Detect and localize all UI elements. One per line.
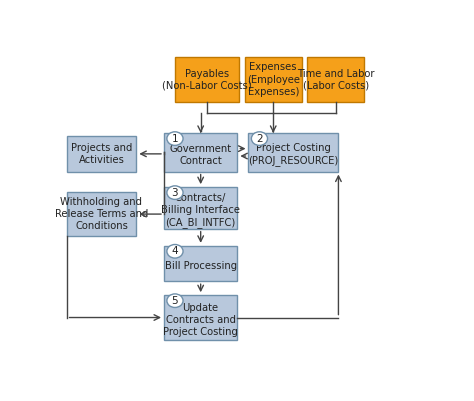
Circle shape (167, 294, 183, 308)
FancyBboxPatch shape (248, 133, 338, 172)
Text: 4: 4 (172, 246, 178, 256)
Text: 1: 1 (172, 134, 178, 144)
Text: Projects and
Activities: Projects and Activities (71, 143, 132, 165)
FancyBboxPatch shape (66, 136, 137, 172)
Text: Contracts/
Billing Interface
(CA_BI_INTFC): Contracts/ Billing Interface (CA_BI_INTF… (161, 192, 240, 228)
Text: Bill Processing: Bill Processing (164, 261, 237, 271)
Text: Withholding and
Release Terms and
Conditions: Withholding and Release Terms and Condit… (55, 196, 148, 231)
FancyBboxPatch shape (164, 187, 237, 229)
FancyBboxPatch shape (164, 246, 237, 281)
FancyBboxPatch shape (307, 57, 364, 102)
Text: Time and Labor
(Labor Costs): Time and Labor (Labor Costs) (297, 69, 374, 91)
Text: 2: 2 (256, 134, 263, 144)
Circle shape (251, 132, 267, 146)
Circle shape (167, 245, 183, 258)
Text: 3: 3 (172, 188, 178, 198)
FancyBboxPatch shape (164, 133, 237, 172)
FancyBboxPatch shape (66, 192, 137, 237)
Text: Project Costing
(PROJ_RESOURCE): Project Costing (PROJ_RESOURCE) (248, 143, 338, 166)
Text: Update
Contracts and
Project Costing: Update Contracts and Project Costing (163, 303, 238, 337)
Text: Payables
(Non-Labor Costs): Payables (Non-Labor Costs) (162, 69, 252, 91)
Text: 5: 5 (172, 296, 178, 306)
FancyBboxPatch shape (164, 295, 237, 340)
FancyBboxPatch shape (245, 57, 301, 102)
Circle shape (167, 132, 183, 146)
Text: Expenses
(Employee
Expenses): Expenses (Employee Expenses) (247, 63, 300, 97)
Text: Government
Contract: Government Contract (170, 144, 232, 166)
FancyBboxPatch shape (175, 57, 239, 102)
Circle shape (167, 186, 183, 199)
